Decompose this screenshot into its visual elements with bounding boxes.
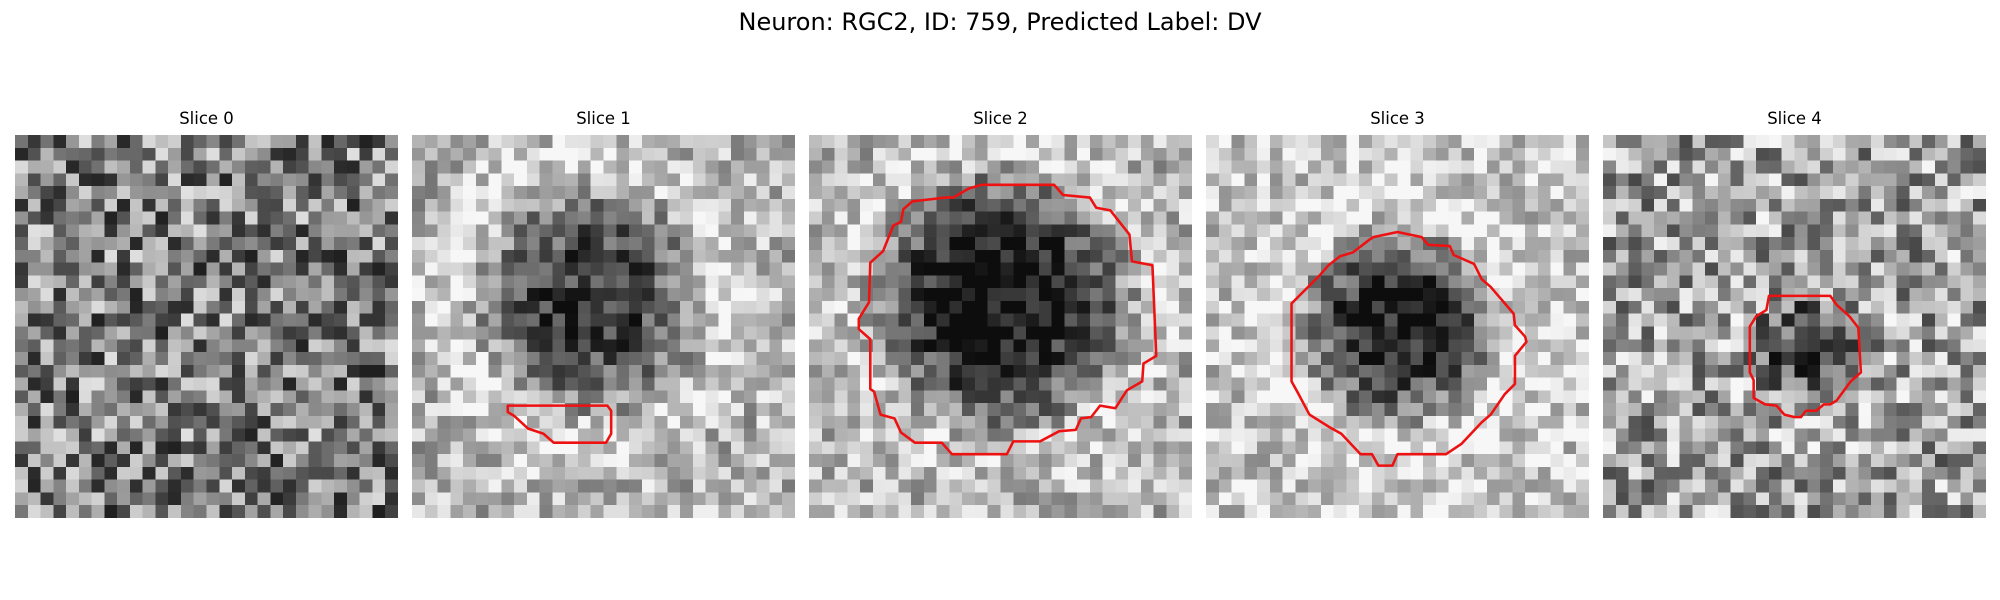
slice-title: Slice 0 (15, 108, 398, 130)
pixel-grid (1603, 135, 1986, 518)
pixel-grid (412, 135, 795, 518)
figure-title: Neuron: RGC2, ID: 759, Predicted Label: … (0, 6, 2000, 38)
slice-image (15, 135, 398, 518)
slice-title: Slice 4 (1603, 108, 1986, 130)
pixel-grid (1206, 135, 1589, 518)
pixel-grid (809, 135, 1192, 518)
slice-title: Slice 2 (809, 108, 1192, 130)
slice-image (1603, 135, 1986, 518)
slice-title: Slice 3 (1206, 108, 1589, 130)
slice-image (809, 135, 1192, 518)
slice-title: Slice 1 (412, 108, 795, 130)
slice-image (412, 135, 795, 518)
slice-image (1206, 135, 1589, 518)
pixel-grid (15, 135, 398, 518)
